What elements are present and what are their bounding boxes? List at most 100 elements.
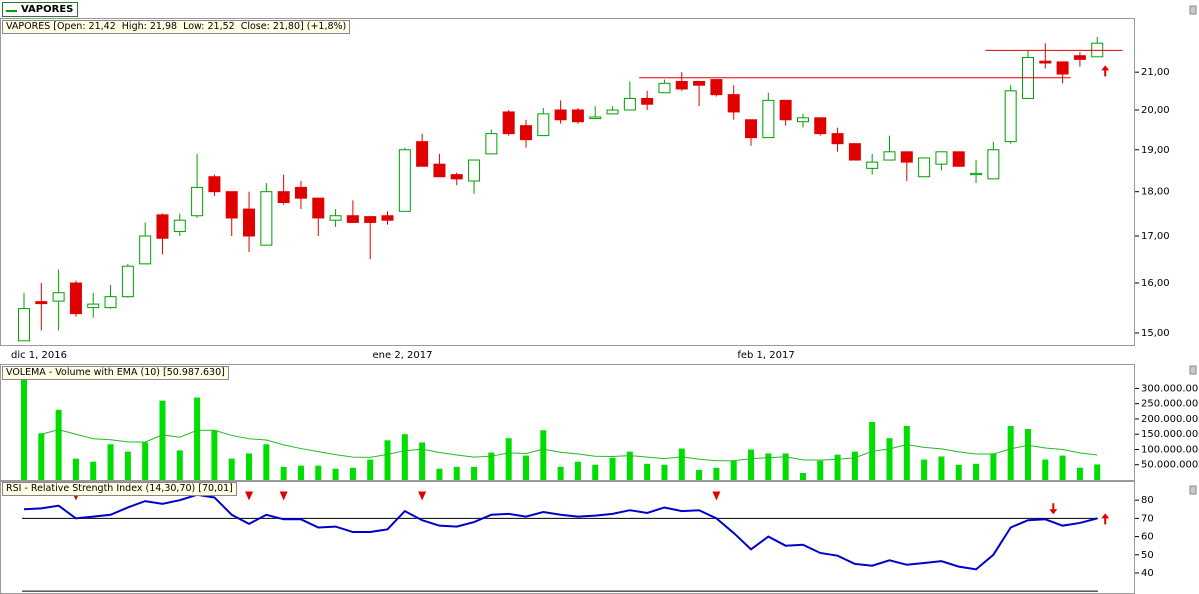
y-tick-label: 100.000.000	[1141, 444, 1199, 455]
y-tick-label: 18,00	[1141, 187, 1170, 198]
panel-button[interactable]	[1189, 5, 1197, 15]
y-tick-label: 40	[1141, 568, 1154, 579]
signal-marker	[1049, 503, 1058, 515]
candle-body	[52, 292, 65, 302]
volume-bar	[1007, 425, 1014, 480]
rsi-line	[23, 493, 1098, 571]
candle-body	[468, 159, 481, 182]
y-tick-label: 50.000.000	[1141, 460, 1198, 471]
volume-bar	[834, 454, 841, 480]
volume-bar	[124, 451, 131, 480]
candle-body	[104, 296, 117, 309]
volume-bar	[384, 440, 391, 480]
candle-body	[329, 215, 342, 221]
candle-body	[260, 191, 273, 246]
volume-bar	[730, 460, 737, 480]
volume-bar	[315, 465, 322, 480]
volume-bar	[90, 461, 97, 480]
volume-bar	[609, 457, 616, 480]
candle-body	[745, 119, 758, 139]
candle-body	[831, 133, 844, 145]
candle-body	[606, 109, 619, 115]
panel-button[interactable]	[1189, 365, 1197, 375]
candle-body	[364, 216, 377, 223]
candle-body	[814, 117, 827, 135]
candle-body	[675, 80, 688, 90]
candle-body	[1039, 60, 1052, 64]
volume-title: VOLEMA - Volume with EMA (10) [50.987.63…	[2, 366, 229, 380]
candle-body	[346, 215, 359, 223]
candle-body	[693, 80, 706, 86]
rsi-panel	[0, 481, 1135, 594]
volume-bar	[678, 448, 685, 480]
y-tick-label: 60	[1141, 532, 1154, 543]
x-tick-label: feb 1, 2017	[737, 350, 794, 361]
candle-body	[277, 191, 290, 204]
panel-button[interactable]	[1189, 485, 1197, 495]
y-tick-label: 70	[1141, 513, 1154, 524]
volume-bar	[661, 464, 668, 480]
y-tick-label: 20,00	[1141, 105, 1170, 116]
candle-body	[727, 94, 740, 113]
candle-body	[658, 82, 671, 94]
volume-bar	[142, 442, 149, 480]
price-title: VAPORES [Open: 21,42 High: 21,98 Low: 21…	[2, 20, 351, 34]
candle-body	[18, 308, 30, 342]
volume-panel	[0, 364, 1135, 481]
volume-bar	[955, 464, 962, 480]
y-tick-label: 15,00	[1141, 328, 1170, 339]
x-tick-label: dic 1, 2016	[11, 350, 67, 361]
candle-body	[1056, 61, 1069, 75]
candle-body	[139, 235, 152, 265]
volume-bar	[1059, 455, 1066, 480]
volume-bar	[194, 397, 201, 480]
candle-body	[883, 151, 896, 161]
y-tick-label: 16,00	[1141, 278, 1170, 289]
candle-body	[69, 282, 82, 315]
volume-bar	[349, 467, 356, 480]
volume-bar	[1024, 429, 1031, 480]
volume-bar	[488, 452, 495, 480]
volume-bar	[107, 444, 114, 480]
volume-bar	[228, 458, 235, 480]
y-tick-label: 250.000.000	[1141, 399, 1199, 410]
y-tick-label: 150.000.000	[1141, 429, 1199, 440]
signal-marker	[279, 491, 288, 501]
candle-body	[796, 117, 809, 123]
candle-body	[537, 113, 550, 137]
volume-bar	[1042, 459, 1049, 480]
symbol-tab[interactable]: VAPORES	[2, 2, 79, 17]
volume-bar	[38, 433, 45, 480]
volume-bar	[540, 430, 547, 480]
y-tick-label: 21,00	[1141, 67, 1170, 78]
volume-bar	[505, 438, 512, 480]
candle-body	[433, 163, 446, 178]
volume-bar	[159, 400, 166, 480]
signal-marker	[712, 491, 721, 501]
candle-body	[121, 265, 134, 298]
candle-body	[519, 125, 532, 141]
candle-body	[243, 208, 256, 237]
volume-bar	[574, 461, 581, 480]
candle-body	[900, 151, 913, 163]
signal-marker	[1101, 513, 1110, 525]
volume-bar	[176, 450, 183, 480]
volume-bar	[782, 453, 789, 480]
volume-bar	[1076, 467, 1083, 480]
candle-body	[641, 97, 654, 105]
ema-line	[41, 429, 1098, 462]
candle-body	[554, 109, 567, 121]
volume-bar	[921, 459, 928, 480]
candle-body	[35, 301, 48, 305]
y-tick-label: 200.000.000	[1141, 414, 1199, 425]
volume-bar	[817, 460, 824, 480]
candle-body	[312, 197, 325, 219]
candle-body	[762, 99, 775, 139]
candle-body	[848, 143, 861, 161]
candle-body	[935, 151, 948, 165]
y-tick-label: 300.000.000	[1141, 383, 1199, 394]
volume-bar	[367, 459, 374, 480]
y-tick-label: 80	[1141, 495, 1154, 506]
